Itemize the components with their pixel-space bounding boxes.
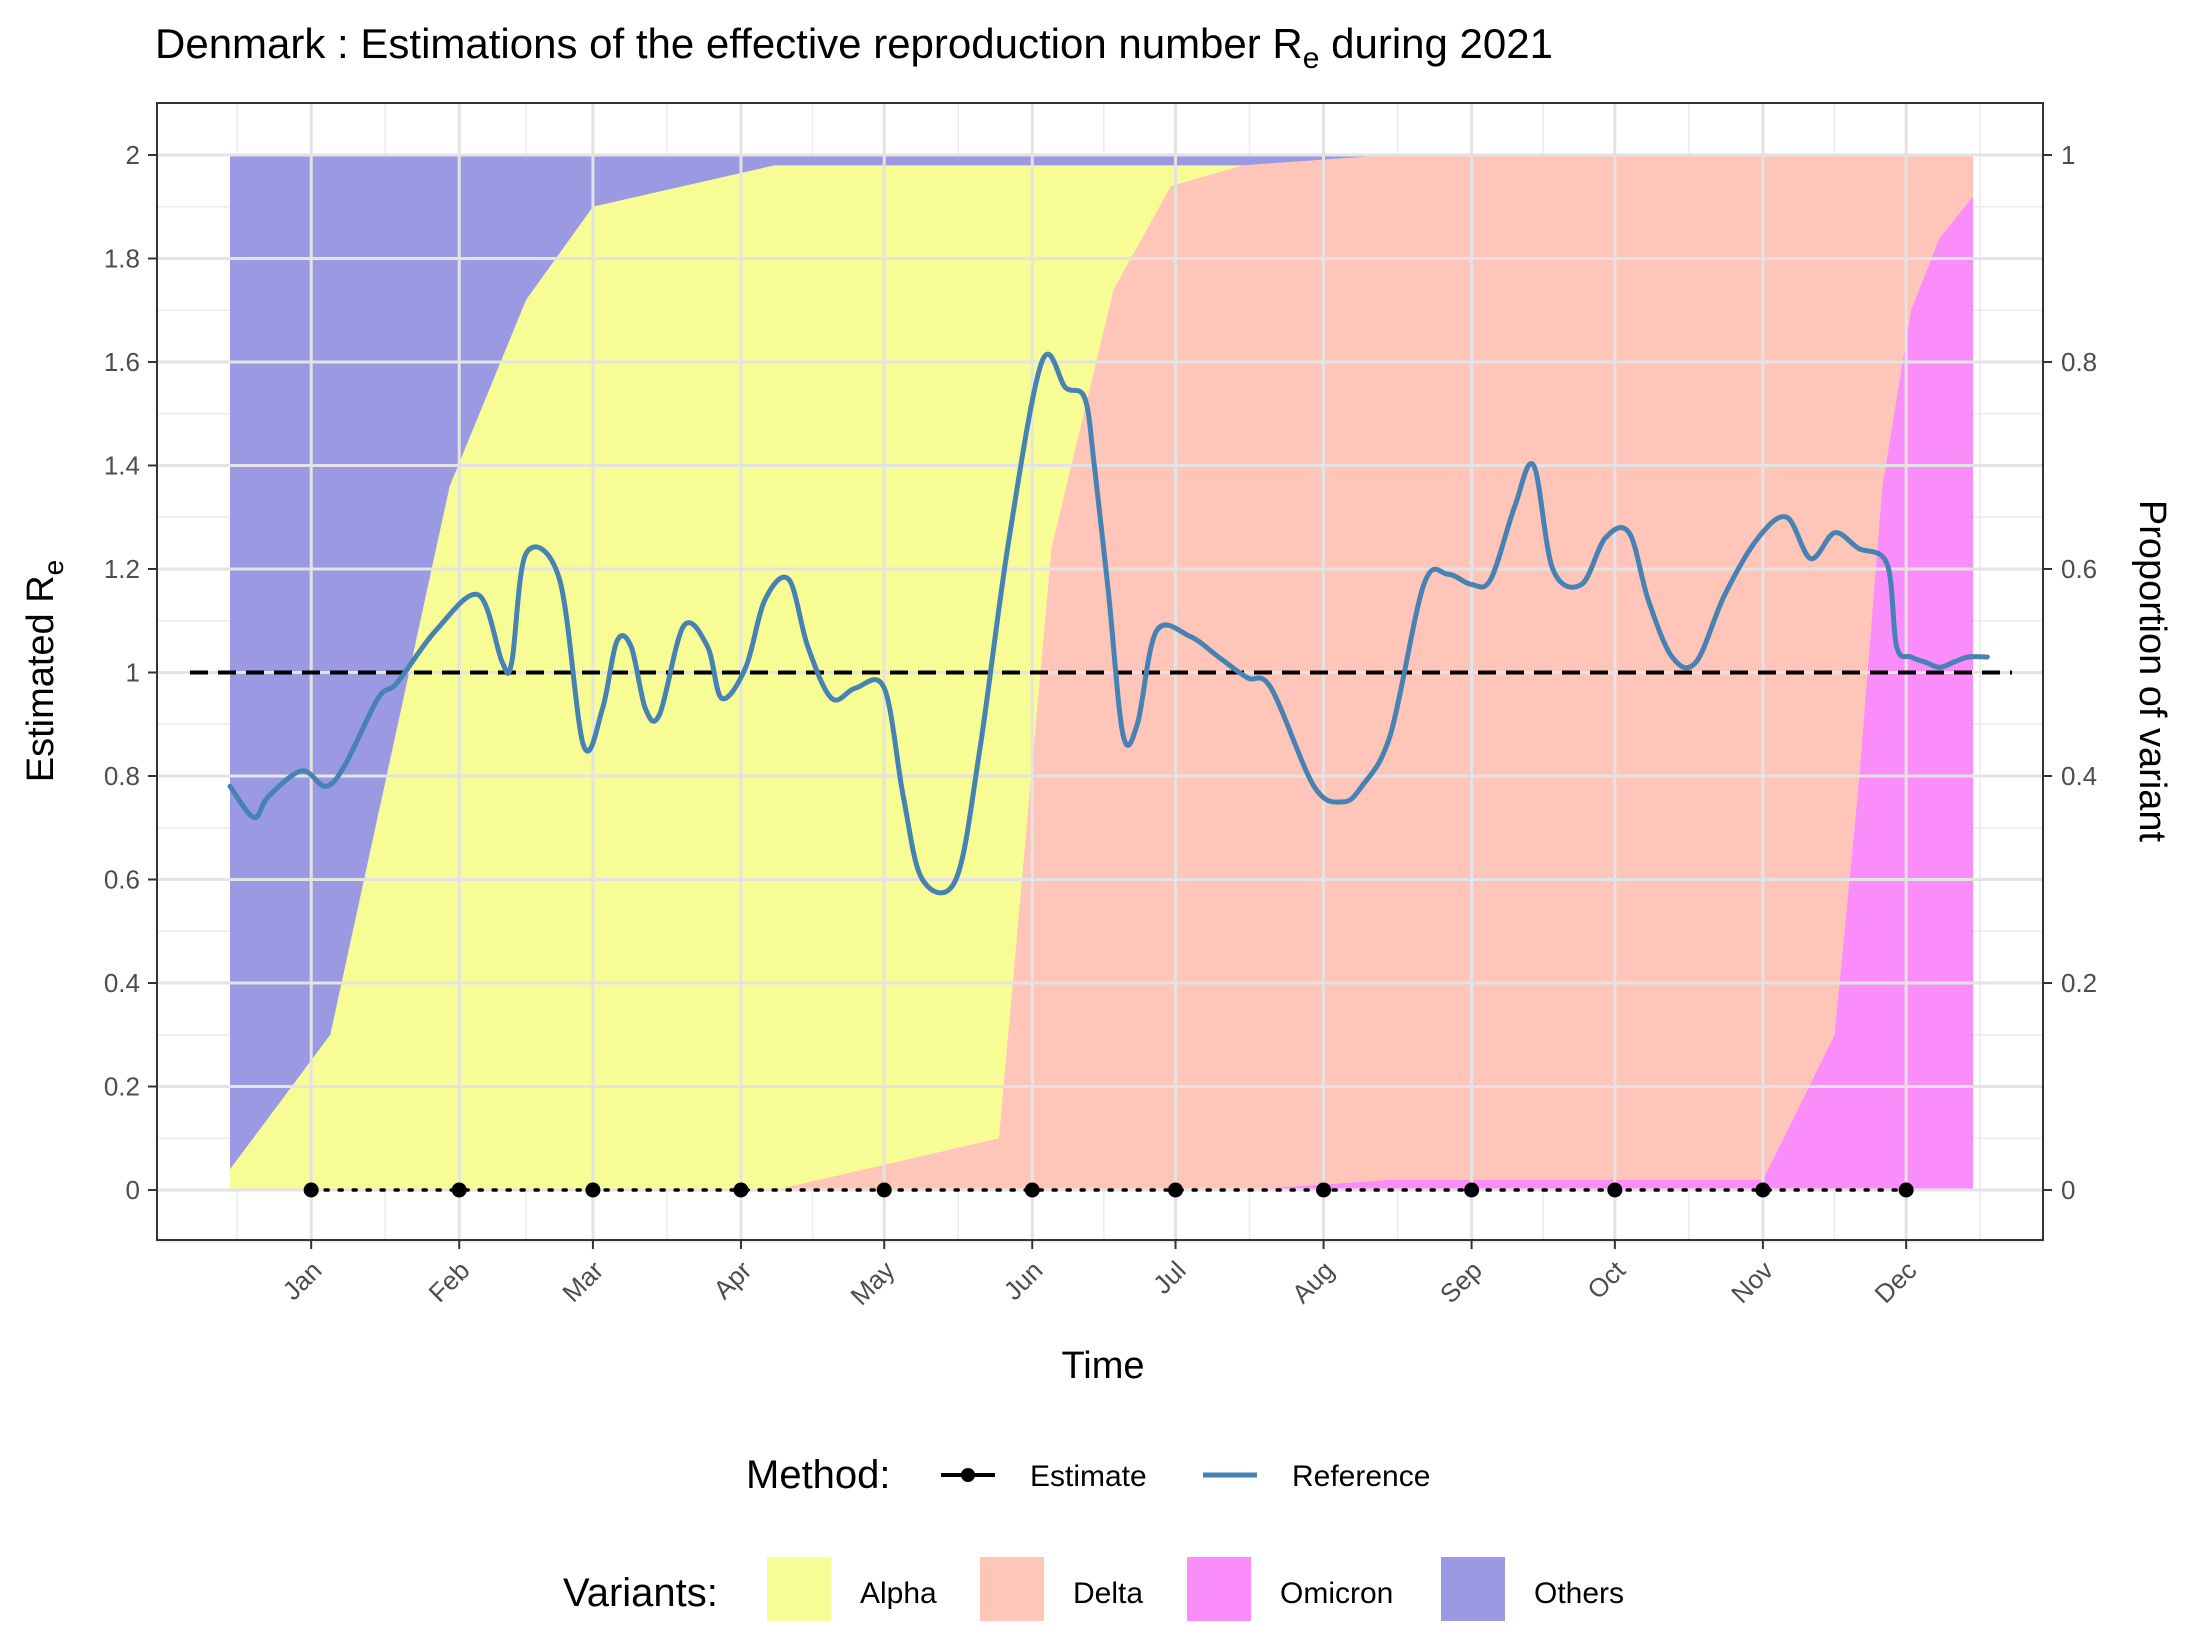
legend-estimate-dot [961,1468,975,1482]
estimate-point [876,1182,892,1198]
x-axis-title: Time [1061,1345,1144,1387]
estimate-point [1755,1182,1771,1198]
y-tick-label: 1.2 [104,554,140,584]
y2-axis-title: Proportion of variant [2131,500,2173,843]
y2-tick-label: 0.8 [2061,347,2097,377]
y2-tick-label: 1 [2061,140,2075,170]
legend-method: Method: Estimate Reference [746,1453,1430,1497]
estimate-point [1316,1182,1332,1198]
legend-estimate-label: Estimate [1030,1460,1147,1493]
estimate-point [1898,1182,1914,1198]
estimate-point [1464,1182,1480,1198]
reference-series-line [227,351,1990,896]
y2-tick-label: 0.4 [2061,761,2097,791]
estimate-point [1607,1182,1623,1198]
estimate-point [585,1182,601,1198]
legend-alpha-swatch [767,1557,831,1621]
legend-omicron-label: Omicron [1280,1577,1393,1610]
y-axis-ticks: 0 0.2 0.4 0.6 0.8 1 1.2 1.4 1.6 1.8 2 [104,140,157,1205]
y-tick-label: 0.2 [104,1072,140,1102]
legend-reference-label: Reference [1292,1460,1430,1493]
legend-method-title: Method: [746,1453,891,1497]
estimate-point [733,1182,749,1198]
legend-variants-title: Variants: [563,1571,718,1615]
legend-omicron-swatch [1187,1557,1251,1621]
legend-others-swatch [1441,1557,1505,1621]
estimate-point [303,1182,319,1198]
y-tick-label: 1 [126,658,140,688]
y-tick-label: 1.6 [104,347,140,377]
variant-area-others [230,155,1973,1170]
y-tick-label: 1.8 [104,244,140,274]
estimate-point [451,1182,467,1198]
legend-delta-swatch [980,1557,1044,1621]
y-tick-label: 0.4 [104,968,140,998]
y-axis-title: Estimated Re [20,560,69,783]
y-tick-label: 0.6 [104,865,140,895]
chart-title: Denmark : Estimations of the effective r… [155,20,1553,75]
y-tick-label: 0.8 [104,761,140,791]
legend-alpha-label: Alpha [860,1577,937,1610]
y-tick-label: 1.4 [104,451,140,481]
y2-tick-label: 0.6 [2061,554,2097,584]
legend-variants: Variants: Alpha Delta Omicron Others [563,1557,1624,1621]
y2-axis-ticks: 0 0.2 0.4 0.6 0.8 1 [2043,140,2097,1205]
series-layer [227,351,1990,1198]
y2-tick-label: 0 [2061,1175,2075,1205]
variant-area-alpha [230,155,1973,1190]
y2-tick-label: 0.2 [2061,968,2097,998]
estimate-point [1024,1182,1040,1198]
legend-delta-label: Delta [1073,1577,1143,1610]
y-tick-label: 2 [126,140,140,170]
y-tick-label: 0 [126,1175,140,1205]
legend-others-label: Others [1534,1577,1624,1610]
estimate-point [1168,1182,1184,1198]
